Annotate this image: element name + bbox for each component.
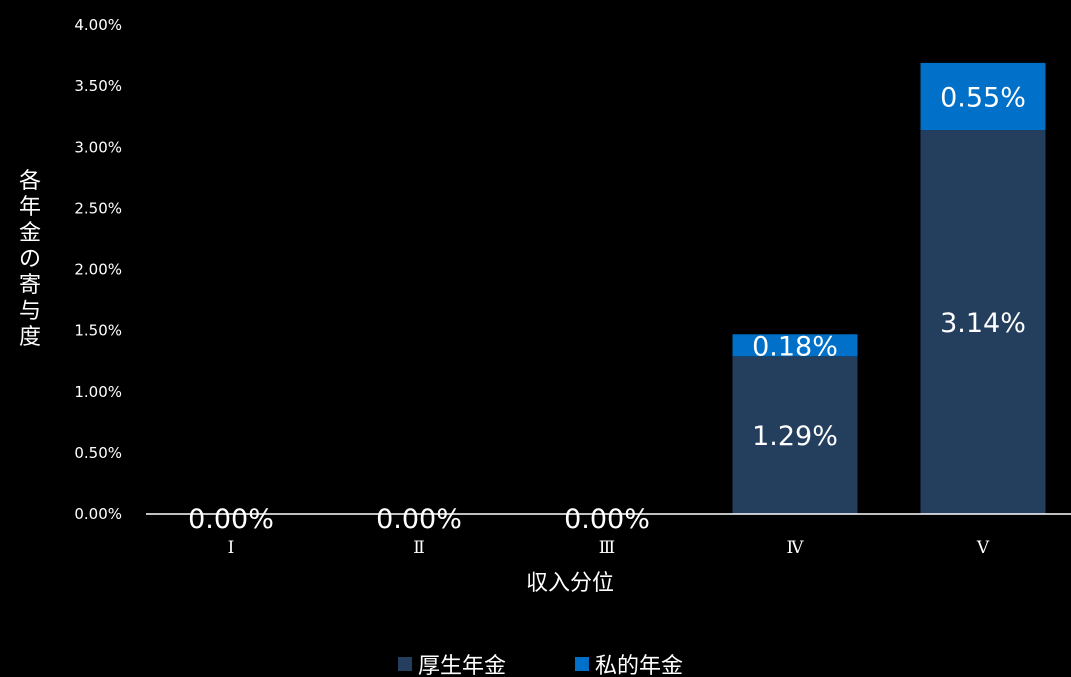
y-tick-label: 1.50% bbox=[74, 322, 122, 340]
y-axis-tick-labels: 0.00% 0.50% 1.00% 1.50% 2.00% 2.50% 3.00% 3.50%… bbox=[74, 16, 122, 523]
legend-label: 私的年金 bbox=[595, 654, 683, 677]
y-axis-title-char: 寄 bbox=[19, 273, 41, 298]
data-label: 1.29% bbox=[752, 421, 838, 452]
x-axis-category-labels: Ⅰ Ⅱ Ⅲ Ⅳ Ⅴ bbox=[228, 538, 990, 558]
data-label: 0.55% bbox=[940, 83, 1026, 114]
bar-segment-shiteki-nenkin bbox=[920, 62, 1046, 131]
data-label: 0.00% bbox=[564, 504, 650, 535]
data-labels-layer: 0.00% 0.00% 0.00% 1.29% 0.18% 3.14% 0.55% bbox=[188, 83, 1026, 535]
legend-swatch bbox=[398, 657, 412, 671]
y-axis-title-char: 金 bbox=[19, 221, 41, 246]
y-tick-label: 1.00% bbox=[74, 383, 122, 401]
bar-segment-kosei-nenkin bbox=[920, 130, 1046, 514]
y-tick-label: 0.00% bbox=[74, 505, 122, 523]
bar-segment-kosei-nenkin bbox=[732, 356, 858, 514]
data-label: 0.00% bbox=[188, 504, 274, 535]
x-category-label: Ⅲ bbox=[599, 538, 615, 558]
data-label: 3.14% bbox=[940, 308, 1026, 339]
y-tick-label: 2.00% bbox=[74, 261, 122, 279]
x-category-label: Ⅰ bbox=[228, 538, 235, 558]
bars-layer bbox=[732, 62, 1046, 514]
legend-swatch bbox=[575, 657, 589, 671]
y-tick-label: 3.50% bbox=[74, 77, 122, 95]
y-tick-label: 4.00% bbox=[74, 16, 122, 34]
legend: 厚生年金 私的年金 bbox=[398, 654, 683, 677]
y-tick-label: 0.50% bbox=[74, 444, 122, 462]
bar-segment-shiteki-nenkin bbox=[732, 334, 858, 357]
y-axis-title-char: の bbox=[19, 247, 41, 272]
x-axis-title: 収入分位 bbox=[526, 571, 614, 596]
y-tick-label: 3.00% bbox=[74, 138, 122, 156]
y-axis-title-char: 度 bbox=[19, 325, 41, 350]
x-category-label: Ⅳ bbox=[787, 538, 805, 558]
y-axis-title-char: 年 bbox=[19, 195, 41, 220]
y-axis-title-char: 与 bbox=[19, 299, 41, 324]
data-label: 0.18% bbox=[752, 331, 838, 362]
y-axis-title-char: 各 bbox=[19, 169, 41, 194]
data-label: 0.00% bbox=[376, 504, 462, 535]
x-category-label: Ⅱ bbox=[413, 538, 425, 558]
legend-label: 厚生年金 bbox=[418, 654, 506, 677]
x-category-label: Ⅴ bbox=[976, 538, 990, 558]
y-tick-label: 2.50% bbox=[74, 199, 122, 217]
